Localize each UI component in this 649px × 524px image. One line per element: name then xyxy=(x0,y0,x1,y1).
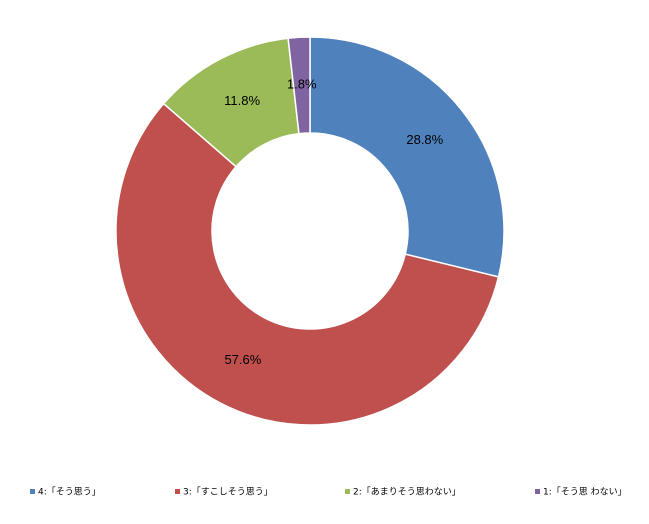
data-label: 57.6% xyxy=(224,352,261,367)
legend-swatch xyxy=(535,489,540,494)
slice xyxy=(115,102,500,426)
data-label: 28.8% xyxy=(406,132,443,147)
slice xyxy=(287,36,311,135)
slice xyxy=(309,36,505,278)
legend-label: 2:「あまりそう思わない」 xyxy=(353,487,461,498)
legend-swatch xyxy=(30,489,35,494)
data-label: 1.8% xyxy=(287,77,317,92)
legend-label: 3:「すこしそう思う」 xyxy=(183,487,273,498)
legend-swatch xyxy=(345,489,350,494)
legend-swatch xyxy=(175,489,180,494)
data-label: 11.8% xyxy=(224,93,260,108)
legend-label: 1:「そう思 わない」 xyxy=(543,487,627,498)
legend-label: 4:「そう思う」 xyxy=(38,487,101,498)
